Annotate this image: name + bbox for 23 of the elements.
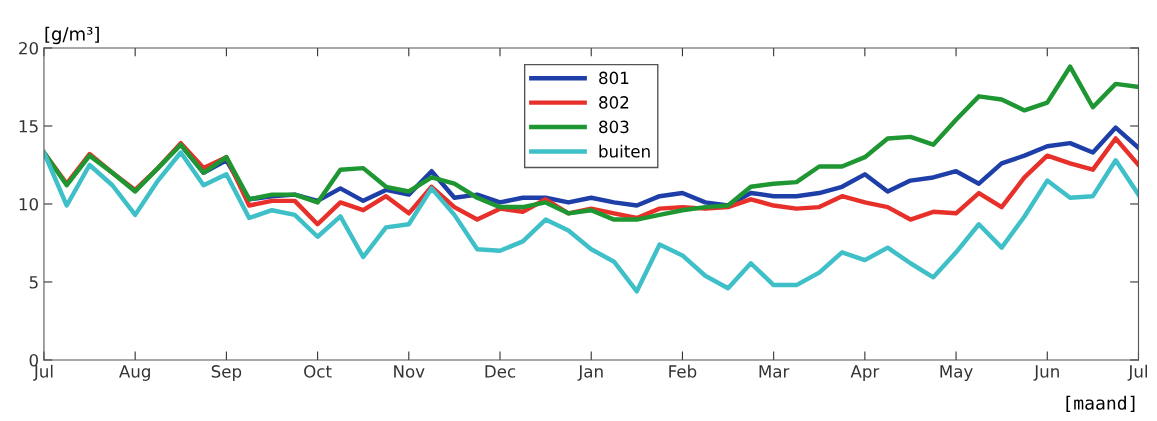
x-tick-label: Feb (669, 364, 697, 378)
x-tick-label: Mar (759, 365, 790, 378)
x-axis-title: [maand] (1066, 395, 1135, 412)
x-tick-label: Jun (1033, 365, 1059, 381)
x-tick-label: Nov (394, 365, 425, 378)
legend-label: 802 (599, 96, 629, 109)
legend-label: 803 (599, 120, 629, 134)
line-series (43, 64, 1139, 222)
y-axis-title: [g/m³] (45, 26, 99, 45)
y-tick-label: 10 (19, 197, 38, 211)
y-tick-label: 20 (19, 41, 38, 55)
x-tick-label: Jul (1127, 364, 1147, 381)
legend-label: 801 (599, 71, 629, 85)
y-tick-label: 5 (29, 276, 38, 289)
x-tick-label: May (940, 365, 973, 381)
x-tick-label: Jan (577, 365, 603, 381)
x-tick-label: Apr (850, 365, 880, 381)
x-tick-label: Dec (485, 365, 516, 378)
y-tick-label: 15 (19, 120, 38, 133)
x-tick-label: Sep (211, 365, 242, 381)
x-tick-label: Oct (304, 365, 332, 378)
legend-label: buiten (599, 144, 650, 158)
x-tick-label: Aug (119, 365, 150, 381)
